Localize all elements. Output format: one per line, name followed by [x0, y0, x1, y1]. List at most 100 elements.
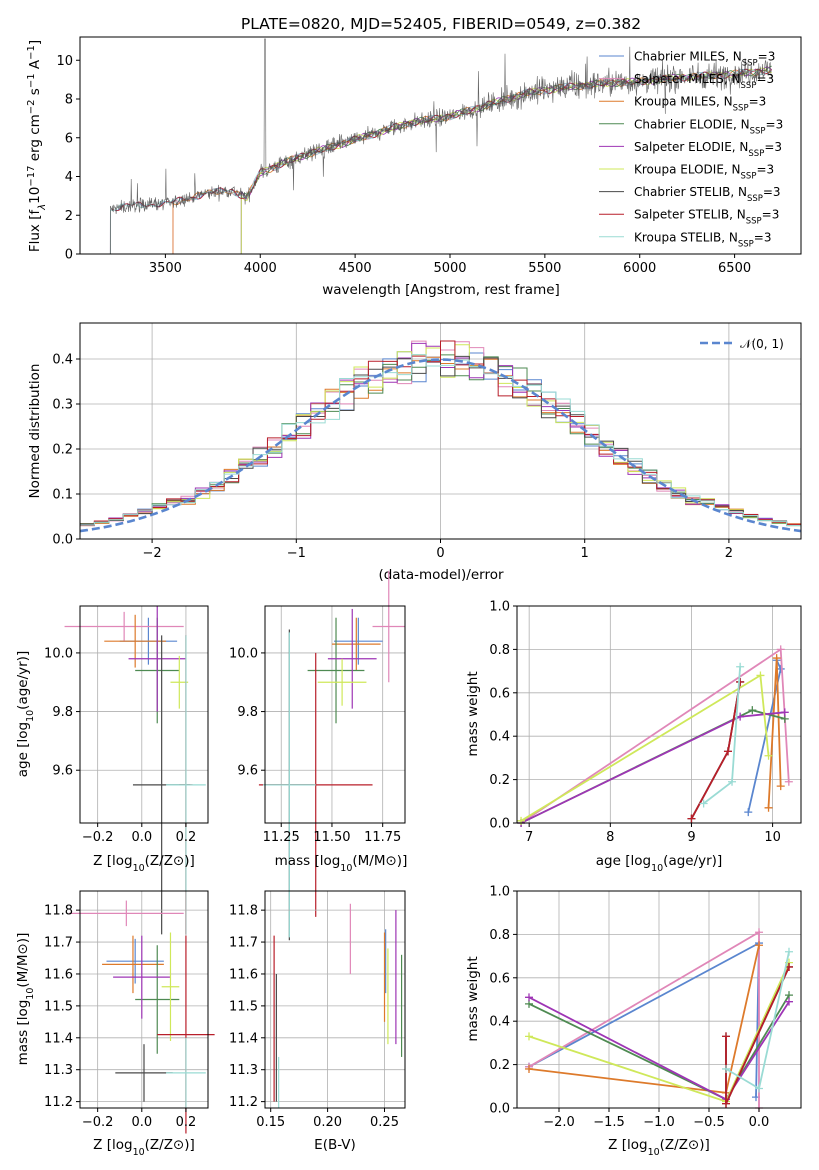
x-tick-label: 0.0 [131, 830, 152, 845]
data-point-marker [780, 708, 789, 717]
y-tick-label: 9.8 [237, 705, 258, 720]
label-part: (M/M⊙)] [15, 933, 31, 988]
y-tick-label: 10.0 [229, 646, 258, 661]
x-tick-label: 0.0 [131, 1115, 152, 1130]
data-point-marker [785, 947, 793, 956]
x-tick-label: −1.5 [593, 1115, 625, 1130]
x-tick-label: −0.5 [693, 1115, 725, 1130]
legend-sub: SSP [742, 59, 758, 69]
x-tick-label: 0.0 [749, 1115, 770, 1130]
y-tick-label: 10.0 [44, 646, 73, 661]
label-part: Z [log [608, 1137, 647, 1153]
series-line [703, 666, 741, 805]
label-sup: −1 [26, 73, 37, 88]
x-axis-label: Z [log10(Z/Z⊙)] [93, 1137, 195, 1158]
legend-sub: SSP [741, 81, 757, 91]
data-point-marker [756, 671, 765, 680]
data-point-marker [722, 1064, 730, 1073]
x-tick-label: 0.20 [313, 1115, 342, 1130]
data-point-marker [748, 706, 757, 715]
data-point-marker [525, 1064, 533, 1073]
label-part: (age/yr)] [663, 853, 722, 869]
legend-tail: =3 [756, 163, 774, 177]
normal-curve [79, 358, 802, 533]
data-point-marker [785, 997, 793, 1006]
y-tick-label: 0 [65, 248, 73, 263]
x-tick-label: 0.2 [176, 830, 197, 845]
x-tick-label: 11.50 [313, 830, 350, 845]
x-axis-label: E(B-V) [314, 1137, 356, 1153]
y-tick-label: 9.8 [52, 705, 73, 720]
data-point-marker [776, 664, 785, 673]
data-point-marker [722, 1099, 730, 1108]
x-tick-label: 6000 [623, 261, 656, 276]
y-tick-label: 0.6 [489, 686, 510, 701]
label-part: (M/M⊙)] [352, 853, 407, 869]
legend-tail: =3 [764, 140, 782, 154]
data-point-marker [736, 677, 745, 686]
y-tick-label: 11.6 [44, 967, 73, 982]
x-tick-label: −1.0 [643, 1115, 675, 1130]
y-tick-label: 0.3 [52, 398, 73, 413]
series-line [528, 945, 760, 1094]
label-sub: 10 [651, 863, 663, 874]
label-part: Z [log [93, 1137, 132, 1153]
y-axis-label: mass weight [465, 956, 481, 1041]
legend-tail: =3 [758, 50, 776, 64]
legend-name: Salpeter ELODIE, N [634, 140, 748, 154]
legend-name: Kroupa STELIB, N [634, 230, 738, 244]
y-tick-label: 1.0 [489, 600, 510, 615]
x-tick-label: 1 [581, 546, 589, 561]
y-tick-label: 2 [65, 209, 73, 224]
y-tick-label: 11.5 [44, 999, 73, 1014]
legend-sub: SSP [746, 217, 762, 227]
x-tick-label: 2 [725, 546, 733, 561]
series-line [520, 709, 786, 824]
x-tick-label: 4000 [244, 261, 277, 276]
mass_vs_EBV-frame [264, 890, 406, 1109]
x-tick-label: 5500 [528, 261, 561, 276]
label-sub: 10 [25, 988, 36, 1000]
x-tick-label: −2.0 [543, 1115, 575, 1130]
legend-name: Chabrier MILES, N [634, 50, 742, 64]
y-axis-label: mass weight [465, 671, 481, 756]
label-part: Z [log [93, 853, 132, 869]
label-part: s [27, 88, 43, 99]
label-sub: 10 [133, 863, 145, 874]
y-tick-label: 11.7 [229, 936, 258, 951]
x-tick-label: 0.2 [176, 1115, 197, 1130]
label-part: mass [log [275, 853, 341, 869]
y-tick-label: 0.8 [489, 928, 510, 943]
y-tick-label: 11.3 [229, 1063, 258, 1078]
label-part: 10 [27, 187, 43, 204]
legend-tail: =3 [766, 117, 784, 131]
y-tick-label: 9.6 [52, 764, 73, 779]
legend-sub: SSP [733, 104, 749, 114]
x-axis-label: Z [log10(Z/Z⊙)] [608, 1137, 710, 1158]
label-sub: 10 [648, 1147, 660, 1158]
x-axis-label: Z [log10(Z/Z⊙)] [93, 853, 195, 874]
y-tick-label: 0.0 [52, 533, 73, 548]
y-tick-label: 8 [65, 93, 73, 108]
y-tick-label: 11.6 [229, 967, 258, 982]
x-tick-label: 5000 [433, 261, 466, 276]
legend-entry: Salpeter MILES, NSSP=3 [634, 72, 774, 91]
x-tick-label: 3500 [149, 261, 182, 276]
data-point-marker [525, 993, 533, 1002]
x-tick-label: 10 [764, 830, 781, 845]
age_vs_Z-frame [79, 605, 209, 824]
data-point-marker [755, 941, 763, 950]
age_vs_mass-axes [265, 606, 405, 823]
legend-sub: SSP [748, 149, 764, 159]
y-tick-label: 0.6 [489, 971, 510, 986]
legend-tail: =3 [756, 72, 774, 86]
legend-entry: Chabrier STELIB, NSSP=3 [634, 185, 781, 204]
legend-sub: SSP [747, 194, 763, 204]
x-axis-label: (data-model)/error [378, 567, 504, 583]
legend-entry: Salpeter STELIB, NSSP=3 [634, 208, 779, 227]
label-sub: 10 [25, 710, 36, 722]
label-sup: −17 [26, 166, 37, 187]
age_vs_mass-frame [264, 605, 406, 824]
legend-entry: 𝒩(0, 1) [740, 337, 784, 351]
data-point-marker [728, 777, 737, 786]
